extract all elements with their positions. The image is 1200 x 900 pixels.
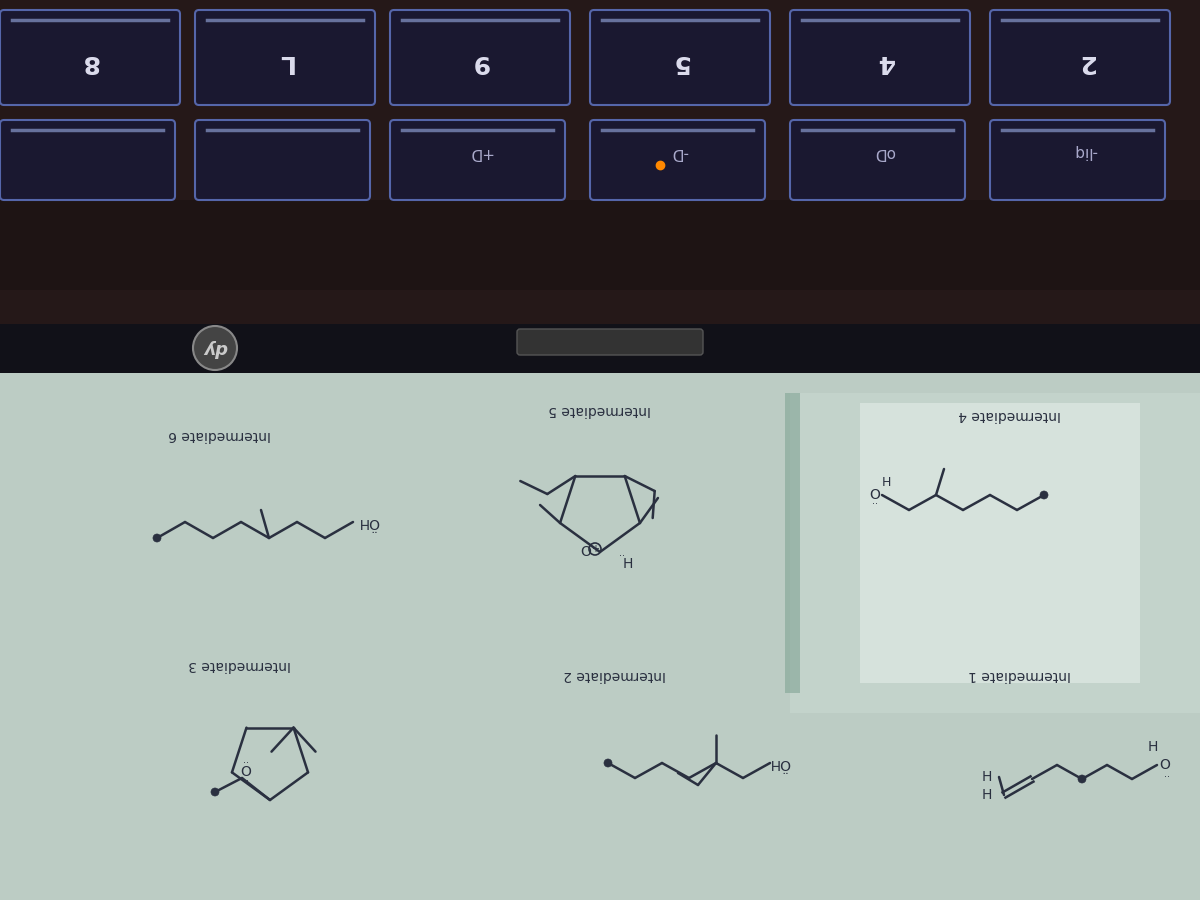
Text: O: O xyxy=(240,765,251,779)
Circle shape xyxy=(1078,775,1086,783)
Text: L: L xyxy=(277,50,293,74)
Text: Intermediate 3: Intermediate 3 xyxy=(188,658,292,672)
Bar xyxy=(860,403,1140,683)
Text: +D: +D xyxy=(468,145,492,159)
Circle shape xyxy=(154,534,161,542)
Bar xyxy=(0,200,1200,290)
FancyBboxPatch shape xyxy=(390,120,565,200)
Text: ··: ·· xyxy=(242,759,248,769)
FancyBboxPatch shape xyxy=(194,120,370,200)
Text: O: O xyxy=(870,488,881,502)
FancyBboxPatch shape xyxy=(990,10,1170,105)
Bar xyxy=(785,393,800,693)
Circle shape xyxy=(211,788,220,796)
FancyBboxPatch shape xyxy=(517,329,703,355)
FancyBboxPatch shape xyxy=(590,120,766,200)
Bar xyxy=(790,393,1200,713)
Text: Intermediate 2: Intermediate 2 xyxy=(564,668,666,682)
Text: H: H xyxy=(1148,740,1158,754)
Text: H: H xyxy=(982,788,992,802)
Text: ÖH: ÖH xyxy=(358,515,379,529)
FancyBboxPatch shape xyxy=(790,10,970,105)
Text: -liq: -liq xyxy=(1073,145,1097,159)
Text: 8: 8 xyxy=(82,50,98,74)
Text: O: O xyxy=(581,545,592,559)
Text: oD: oD xyxy=(875,145,895,159)
Text: H: H xyxy=(881,475,890,489)
FancyBboxPatch shape xyxy=(590,10,770,105)
Text: -D: -D xyxy=(671,145,689,159)
Text: Intermediate 4: Intermediate 4 xyxy=(959,408,1061,422)
Bar xyxy=(0,0,1200,324)
Circle shape xyxy=(193,326,238,370)
Text: 2: 2 xyxy=(1076,50,1093,74)
Text: 9: 9 xyxy=(472,50,488,74)
Text: ÖH: ÖH xyxy=(769,756,791,770)
FancyBboxPatch shape xyxy=(990,120,1165,200)
FancyBboxPatch shape xyxy=(0,120,175,200)
Text: ··: ·· xyxy=(872,499,878,509)
Text: H: H xyxy=(982,770,992,784)
Text: dy: dy xyxy=(203,339,227,357)
Text: Intermediate 6: Intermediate 6 xyxy=(168,428,271,442)
Bar xyxy=(0,373,1200,900)
FancyBboxPatch shape xyxy=(0,10,180,105)
FancyBboxPatch shape xyxy=(194,10,374,105)
FancyBboxPatch shape xyxy=(790,120,965,200)
Text: 5: 5 xyxy=(671,50,689,74)
Text: O: O xyxy=(1159,758,1170,772)
Text: Intermediate 5: Intermediate 5 xyxy=(548,403,652,417)
Circle shape xyxy=(604,759,612,767)
Text: ··: ·· xyxy=(619,551,625,561)
Bar xyxy=(0,324,1200,373)
FancyBboxPatch shape xyxy=(390,10,570,105)
Text: ··: ·· xyxy=(242,777,248,787)
Text: Intermediate 1: Intermediate 1 xyxy=(968,668,1072,682)
Text: ··: ·· xyxy=(1164,772,1170,782)
Text: +: + xyxy=(592,544,599,554)
Text: 4: 4 xyxy=(876,50,894,74)
Circle shape xyxy=(1040,491,1048,499)
Text: H: H xyxy=(623,557,634,571)
